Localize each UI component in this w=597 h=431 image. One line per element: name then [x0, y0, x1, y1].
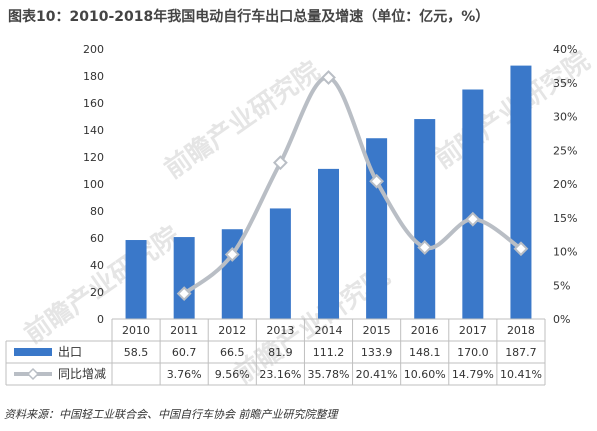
y-right-tick-label: 20% [553, 178, 577, 191]
bar-value-label: 170.0 [457, 346, 489, 359]
bar-value-label: 81.9 [268, 346, 293, 359]
line-point [369, 173, 385, 189]
x-tick-label: 2018 [507, 324, 535, 337]
bar [173, 237, 195, 319]
legend-label-line: 同比增减 [58, 367, 106, 381]
source-note: 资料来源：中国轻工业联合会、中国自行车协会 前瞻产业研究院整理 [4, 408, 338, 421]
x-tick-label: 2014 [315, 324, 343, 337]
legend-key-bar [14, 348, 52, 356]
y-left-tick-label: 60 [90, 232, 104, 245]
y-left-tick-label: 80 [90, 205, 104, 218]
y-right-tick-label: 10% [553, 246, 577, 259]
line-value-label: 14.79% [452, 368, 494, 381]
y-right-tick-label: 5% [553, 279, 570, 292]
bar [221, 229, 243, 319]
y-left-tick-label: 200 [83, 43, 104, 56]
chart-title: 图表10：2010-2018年我国电动自行车出口总量及增速（单位：亿元，%） [8, 9, 490, 25]
y-right-tick-label: 30% [553, 111, 577, 124]
x-tick-label: 2013 [266, 324, 294, 337]
y-right-tick-label: 0% [553, 313, 570, 326]
y-left-tick-label: 20 [90, 286, 104, 299]
line-point [513, 241, 529, 257]
bar-value-label: 187.7 [505, 346, 537, 359]
bar-value-label: 133.9 [361, 346, 393, 359]
y-left-tick-label: 120 [83, 151, 104, 164]
bar [269, 208, 291, 319]
x-tick-label: 2010 [122, 324, 150, 337]
y-left-tick-label: 160 [83, 97, 104, 110]
line-value-label: 20.41% [356, 368, 398, 381]
growth-line [182, 75, 523, 296]
legend-label-bar: 出口 [58, 345, 82, 359]
bar [462, 89, 484, 319]
bar [366, 138, 388, 319]
line-point [465, 211, 481, 227]
line-point [272, 155, 288, 171]
legend-key-marker [26, 367, 40, 381]
bar-value-label: 111.2 [313, 346, 345, 359]
line-point [321, 70, 336, 85]
y-left-tick-label: 100 [83, 178, 104, 191]
bar [125, 240, 147, 319]
y-left-tick-label: 180 [83, 70, 104, 83]
bar [510, 65, 532, 319]
line-value-label: 10.60% [404, 368, 446, 381]
y-left-tick-label: 40 [90, 259, 104, 272]
bar-value-label: 58.5 [124, 346, 149, 359]
bar-value-label: 66.5 [220, 346, 245, 359]
line-point [176, 286, 192, 302]
y-left-tick-label: 140 [83, 124, 104, 137]
line-value-label: 9.56% [215, 368, 250, 381]
bar [318, 168, 339, 319]
x-tick-label: 2016 [411, 324, 439, 337]
line-point [224, 247, 240, 262]
y-right-tick-label: 40% [553, 43, 577, 56]
bar-value-label: 60.7 [172, 346, 197, 359]
bar-value-label: 148.1 [409, 346, 441, 359]
y-right-tick-label: 35% [553, 77, 577, 90]
x-tick-label: 2012 [218, 324, 246, 337]
x-tick-label: 2017 [459, 324, 487, 337]
line-value-label: 23.16% [259, 368, 301, 381]
x-tick-label: 2011 [170, 324, 198, 337]
x-tick-label: 2015 [363, 324, 391, 337]
bar [414, 119, 436, 319]
line-value-label: 10.41% [500, 368, 542, 381]
y-right-tick-label: 25% [553, 144, 577, 157]
line-value-label: 35.78% [308, 368, 350, 381]
y-left-tick-label: 0 [97, 313, 104, 326]
line-point [417, 240, 433, 255]
y-right-tick-label: 15% [553, 212, 577, 225]
line-value-label: 3.76% [167, 368, 202, 381]
